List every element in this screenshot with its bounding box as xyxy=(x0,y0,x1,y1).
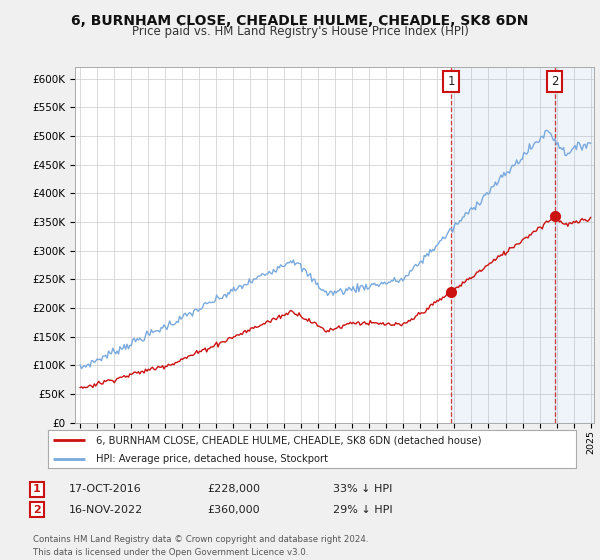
Text: 16-NOV-2022: 16-NOV-2022 xyxy=(69,505,143,515)
Bar xyxy=(451,67,554,423)
Text: 2: 2 xyxy=(33,505,41,515)
Text: £360,000: £360,000 xyxy=(207,505,260,515)
Text: Price paid vs. HM Land Registry's House Price Index (HPI): Price paid vs. HM Land Registry's House … xyxy=(131,25,469,38)
Text: 17-OCT-2016: 17-OCT-2016 xyxy=(69,484,142,494)
Text: 29% ↓ HPI: 29% ↓ HPI xyxy=(333,505,392,515)
Bar xyxy=(554,67,594,423)
Text: 1: 1 xyxy=(33,484,41,494)
Text: 33% ↓ HPI: 33% ↓ HPI xyxy=(333,484,392,494)
Text: 1: 1 xyxy=(448,75,455,88)
Text: HPI: Average price, detached house, Stockport: HPI: Average price, detached house, Stoc… xyxy=(95,454,328,464)
Text: Contains HM Land Registry data © Crown copyright and database right 2024.
This d: Contains HM Land Registry data © Crown c… xyxy=(33,535,368,557)
Text: £228,000: £228,000 xyxy=(207,484,260,494)
Text: 2: 2 xyxy=(551,75,558,88)
Text: 6, BURNHAM CLOSE, CHEADLE HULME, CHEADLE, SK8 6DN (detached house): 6, BURNHAM CLOSE, CHEADLE HULME, CHEADLE… xyxy=(95,435,481,445)
Text: 6, BURNHAM CLOSE, CHEADLE HULME, CHEADLE, SK8 6DN: 6, BURNHAM CLOSE, CHEADLE HULME, CHEADLE… xyxy=(71,14,529,28)
